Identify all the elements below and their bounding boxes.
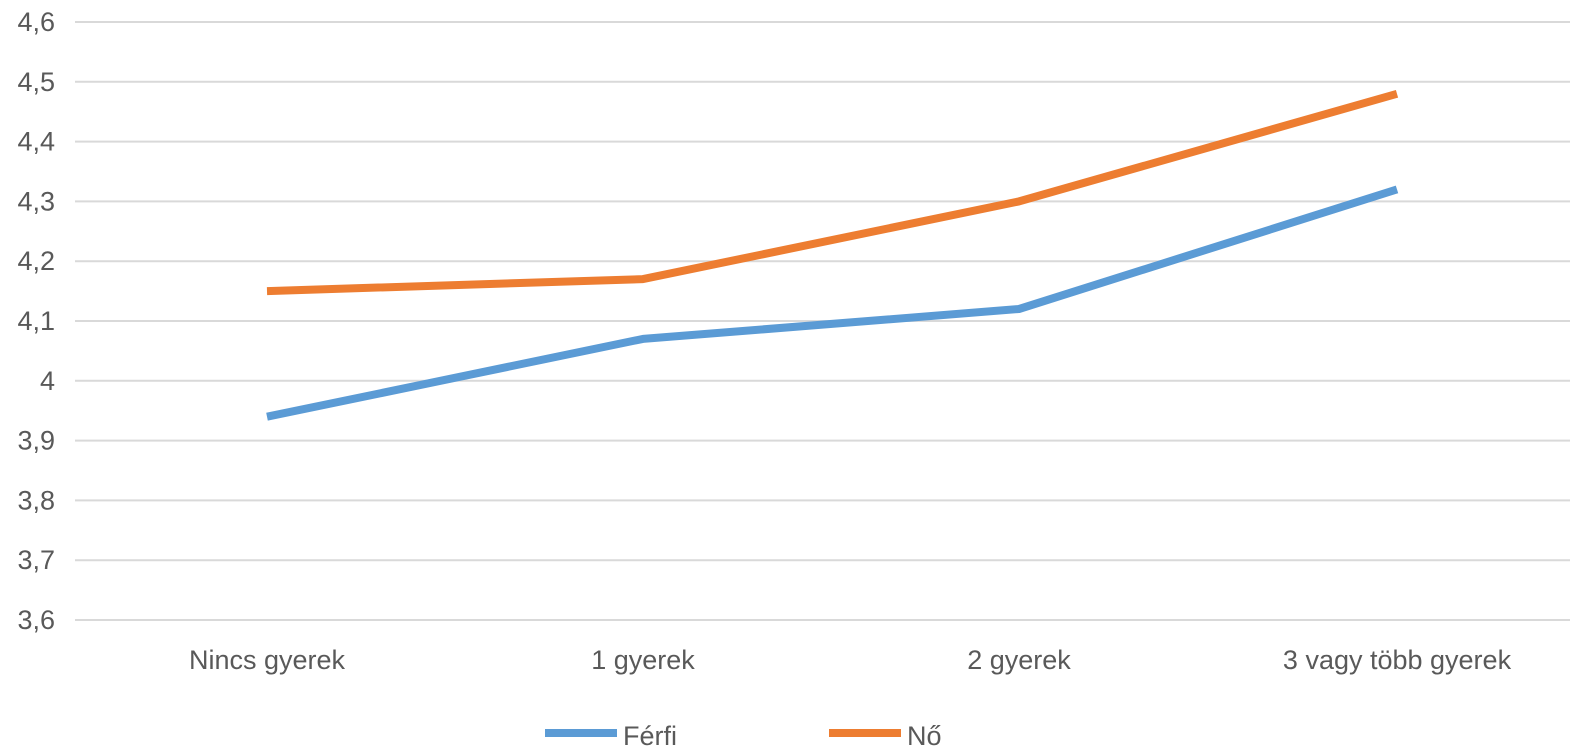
y-tick-label: 4,2 <box>17 246 55 276</box>
legend-label: Férfi <box>623 721 677 751</box>
series-line-no <box>266 89 1399 296</box>
x-tick-label: 3 vagy több gyerek <box>1283 645 1512 675</box>
y-tick-label: 4 <box>40 366 55 396</box>
y-tick-label: 4,4 <box>17 127 55 157</box>
y-tick-label: 3,7 <box>17 545 55 575</box>
series-line-ferfi <box>266 185 1399 421</box>
series-lines <box>266 89 1399 421</box>
y-tick-label: 4,3 <box>17 186 55 216</box>
y-tick-label: 3,8 <box>17 485 55 515</box>
x-tick-label: Nincs gyerek <box>189 645 346 675</box>
y-tick-label: 3,9 <box>17 426 55 456</box>
y-tick-label: 4,1 <box>17 306 55 336</box>
legend: Férfi Nő <box>545 721 942 751</box>
y-tick-label: 3,6 <box>17 605 55 635</box>
x-axis-tick-labels: Nincs gyerek 1 gyerek 2 gyerek 3 vagy több … <box>189 645 1512 675</box>
x-tick-label: 1 gyerek <box>591 645 695 675</box>
y-tick-label: 4,6 <box>17 7 55 37</box>
x-tick-label: 2 gyerek <box>967 645 1071 675</box>
y-tick-label: 4,5 <box>17 67 55 97</box>
legend-label: Nő <box>907 721 942 751</box>
y-axis-tick-labels: 4,6 4,5 4,4 4,3 4,2 4,1 4 3,9 3,8 3,7 3,6 <box>17 7 55 635</box>
